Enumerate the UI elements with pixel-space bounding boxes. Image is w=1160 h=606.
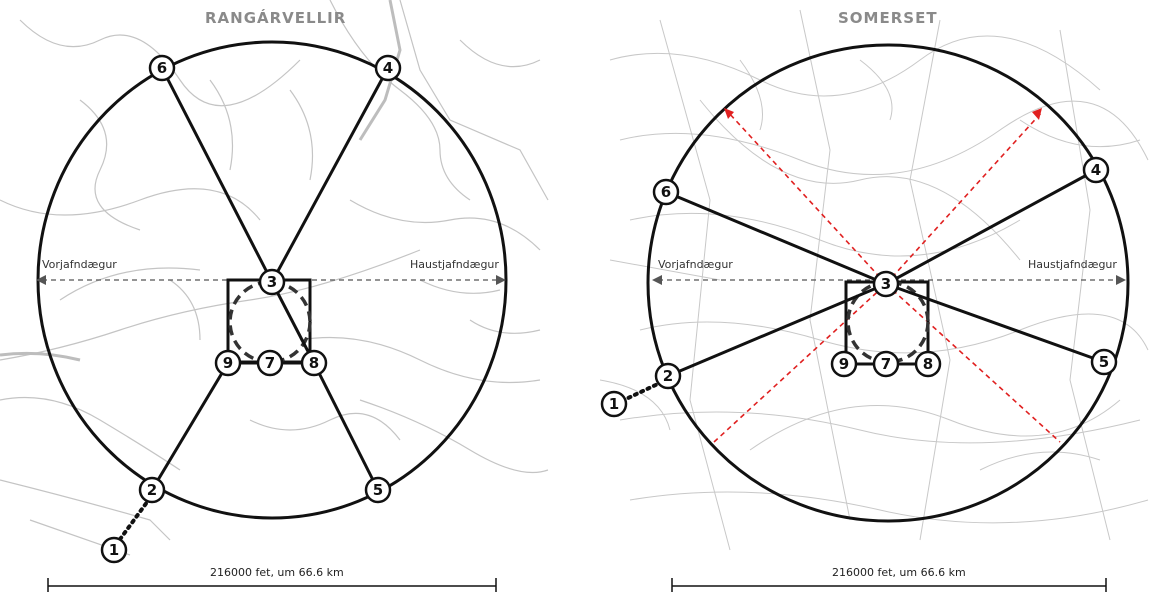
node-2: 2 bbox=[138, 476, 166, 504]
scale-bar bbox=[47, 578, 497, 592]
axis-lines bbox=[665, 168, 1105, 378]
node-5: 5 bbox=[1090, 348, 1118, 376]
equinox-right-label: Haustjafndægur bbox=[1028, 258, 1117, 271]
node-8: 8 bbox=[300, 349, 328, 377]
terrain-background bbox=[600, 9, 1149, 551]
node-6: 6 bbox=[148, 54, 176, 82]
inner-dashed-circle bbox=[846, 280, 930, 364]
rangarvellir-map: 6 4 3 9 7 8 2 5 1 bbox=[0, 0, 549, 592]
equinox-arrow-right bbox=[1116, 275, 1126, 285]
node-7-label: 7 bbox=[265, 354, 275, 372]
node-1-label: 1 bbox=[609, 395, 619, 413]
node-5-label: 5 bbox=[373, 481, 383, 499]
scale-bar bbox=[671, 578, 1107, 592]
node-3: 3 bbox=[872, 270, 900, 298]
ritual-circle bbox=[646, 43, 1130, 523]
map-title: SOMERSET bbox=[838, 9, 938, 27]
node-2-label: 2 bbox=[663, 367, 673, 385]
equinox-right-label: Haustjafndægur bbox=[410, 258, 499, 271]
node-4: 4 bbox=[374, 54, 402, 82]
node-3-label: 3 bbox=[267, 273, 277, 291]
map-panel-somerset: 6 4 3 2 5 9 7 8 1 SOMERSET Vorjafndægur … bbox=[600, 0, 1160, 606]
equinox-arrow-right bbox=[496, 275, 506, 285]
scale-label: 216000 fet, um 66.6 km bbox=[832, 566, 966, 579]
node-1: 1 bbox=[100, 536, 128, 564]
node-5: 5 bbox=[364, 476, 392, 504]
red-arrow-nw bbox=[724, 108, 734, 119]
equinox-arrow-left bbox=[36, 275, 46, 285]
node-4-label: 4 bbox=[383, 59, 393, 77]
node-6: 6 bbox=[652, 178, 680, 206]
node-9-label: 9 bbox=[839, 355, 849, 373]
equinox-arrow-left bbox=[652, 275, 662, 285]
node-8: 8 bbox=[914, 350, 942, 378]
equinox-left-label: Vorjafndægur bbox=[42, 258, 117, 271]
map-title: RANGÁRVELLIR bbox=[205, 9, 347, 27]
node-3-label: 3 bbox=[881, 275, 891, 293]
dotted-path-1 bbox=[622, 380, 664, 402]
node-8-label: 8 bbox=[923, 355, 933, 373]
scale-label: 216000 fet, um 66.6 km bbox=[210, 566, 344, 579]
red-arrow-ne bbox=[1032, 108, 1042, 120]
node-7-label: 7 bbox=[881, 355, 891, 373]
node-9-label: 9 bbox=[223, 354, 233, 372]
red-direction-lines bbox=[713, 111, 1061, 443]
inner-dashed-circle bbox=[228, 280, 312, 364]
node-5-label: 5 bbox=[1099, 353, 1109, 371]
node-4: 4 bbox=[1082, 156, 1110, 184]
somerset-map: 6 4 3 2 5 9 7 8 1 bbox=[600, 9, 1149, 592]
node-9: 9 bbox=[830, 350, 858, 378]
node-6-label: 6 bbox=[661, 183, 671, 201]
map-panel-rangarvellir: 6 4 3 9 7 8 2 5 1 RANGÁRVELLIR Vorjafndæ… bbox=[0, 0, 560, 606]
node-9: 9 bbox=[214, 349, 242, 377]
node-7: 7 bbox=[872, 350, 900, 378]
node-1-label: 1 bbox=[109, 541, 119, 559]
node-7: 7 bbox=[256, 349, 284, 377]
equinox-left-label: Vorjafndægur bbox=[658, 258, 733, 271]
dotted-path-1 bbox=[116, 496, 152, 544]
node-2-label: 2 bbox=[147, 481, 157, 499]
node-1: 1 bbox=[600, 390, 628, 418]
node-6-label: 6 bbox=[157, 59, 167, 77]
node-4-label: 4 bbox=[1091, 161, 1101, 179]
node-8-label: 8 bbox=[309, 354, 319, 372]
node-3: 3 bbox=[258, 268, 286, 296]
node-2: 2 bbox=[654, 362, 682, 390]
